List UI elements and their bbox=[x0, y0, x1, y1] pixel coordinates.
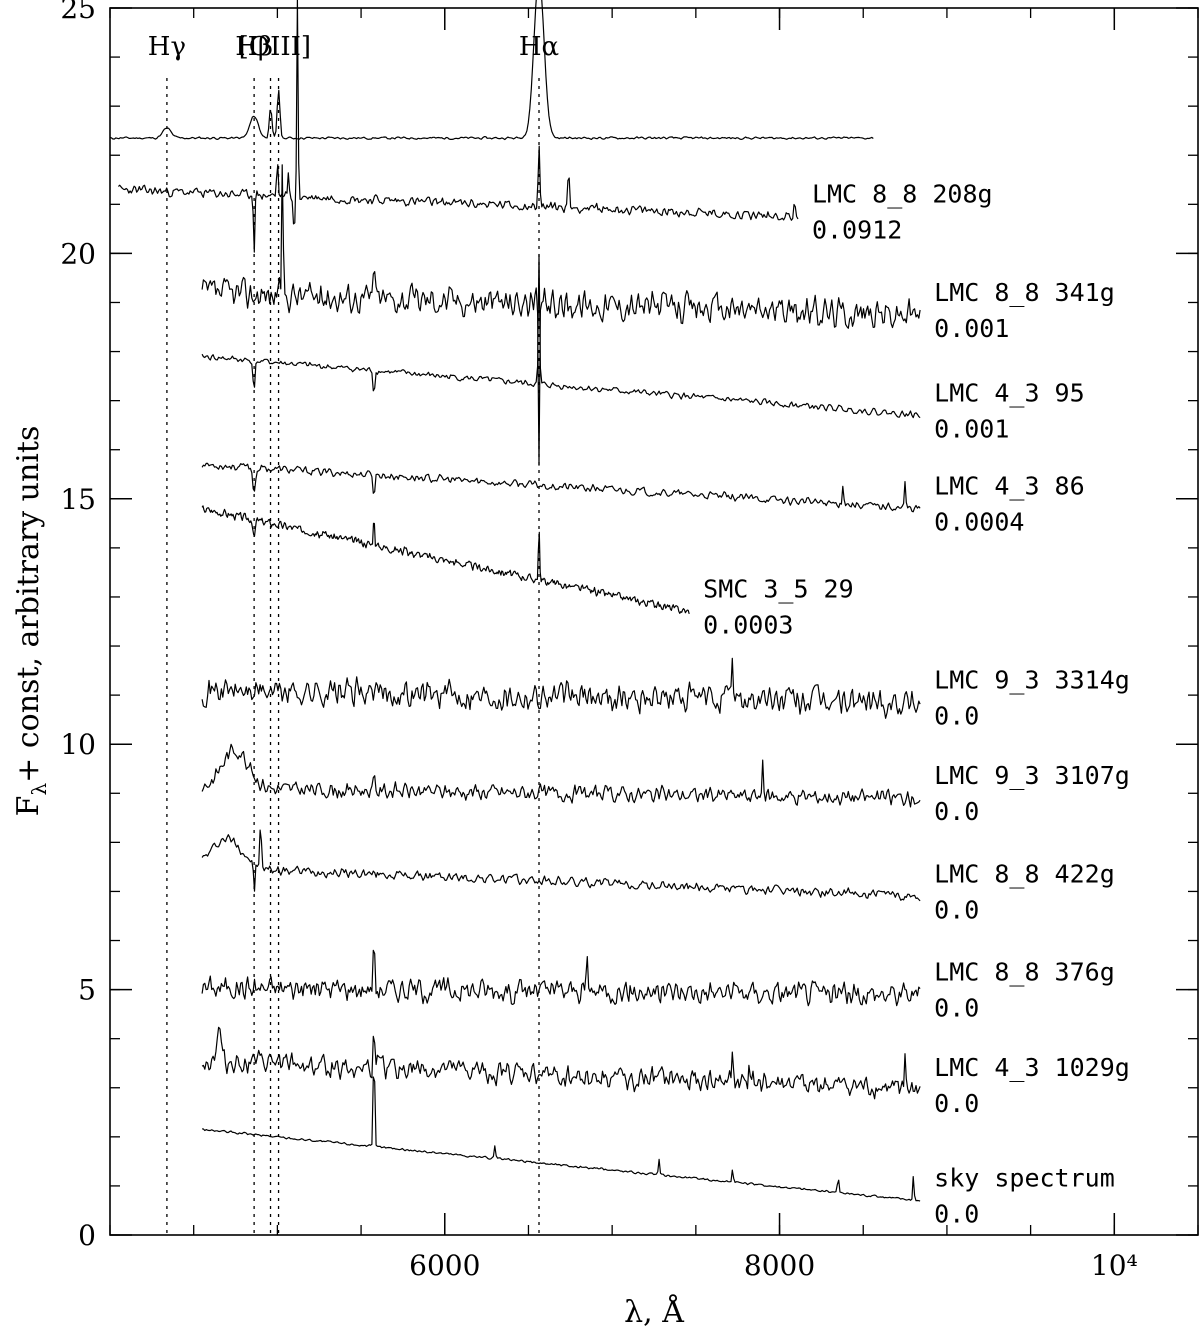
spectrum-line-8 bbox=[201, 829, 921, 902]
spectrum-labels: LMC 8_8 208g 0.0912 LMC 8_8 341g 0.001 LMC 4… bbox=[703, 180, 1130, 1229]
spectrum-name-label: LMC 9_3 3314g bbox=[934, 665, 1130, 694]
plot-frame bbox=[109, 7, 1199, 1236]
spectrum-line-0 bbox=[109, 0, 874, 141]
spectrum-line-9 bbox=[201, 949, 921, 1007]
spectrum-redshift-label: 0.0 bbox=[934, 1200, 979, 1229]
spectrum-redshift-label: 0.0 bbox=[934, 994, 979, 1023]
y-axis-title-main: F bbox=[11, 796, 46, 817]
y-tick-label: 0 bbox=[78, 1219, 96, 1252]
emission-line-label: Hγ bbox=[148, 32, 186, 62]
x-tick-label: 10⁴ bbox=[1091, 1249, 1138, 1282]
spectrum-line-6 bbox=[201, 657, 921, 719]
y-tick-label: 10 bbox=[60, 728, 96, 761]
x-tick-label: 6000 bbox=[409, 1249, 480, 1282]
spectrum-redshift-label: 0.0003 bbox=[703, 611, 793, 640]
spectrum-redshift-label: 0.0 bbox=[934, 895, 979, 924]
y-tick-label: 5 bbox=[78, 974, 96, 1007]
y-tick-label: 15 bbox=[60, 483, 96, 516]
spectrum-redshift-label: 0.001 bbox=[934, 314, 1009, 343]
spectrum-name-label: LMC 4_3 1029g bbox=[934, 1053, 1130, 1082]
y-axis-title: Fλ+ const, arbitrary units bbox=[11, 426, 51, 817]
y-tick-label: 25 bbox=[60, 0, 96, 25]
spectrum-redshift-label: 0.0912 bbox=[812, 216, 902, 245]
y-axis-title-rest: + const, arbitrary units bbox=[11, 426, 46, 783]
y-axis-title-subscript: λ bbox=[27, 783, 51, 796]
spectrum-name-label: LMC 4_3 86 bbox=[934, 472, 1085, 501]
spectrum-redshift-label: 0.0 bbox=[934, 701, 979, 730]
spectrum-name-label: LMC 8_8 208g bbox=[812, 180, 993, 209]
spectra-series bbox=[109, 0, 921, 1202]
axis-ticks: 6000 8000 10⁴ 0 5 10 15 20 25 bbox=[60, 0, 1199, 1282]
emission-line-label: Hα bbox=[519, 32, 559, 62]
spectrum-line-3 bbox=[201, 253, 921, 419]
spectrum-line-11 bbox=[202, 1076, 921, 1202]
spectrum-name-label: LMC 4_3 95 bbox=[934, 378, 1085, 407]
spectrum-name-label: LMC 9_3 3107g bbox=[934, 761, 1130, 790]
spectrum-line-1 bbox=[117, 0, 799, 253]
spectrum-name-label: LMC 8_8 341g bbox=[934, 278, 1115, 307]
spectrum-name-label: sky spectrum bbox=[934, 1164, 1115, 1193]
spectrum-line-7 bbox=[201, 743, 921, 808]
spectrum-name-label: SMC 3_5 29 bbox=[703, 575, 854, 604]
spectrum-name-label: LMC 8_8 376g bbox=[934, 958, 1115, 987]
spectrum-redshift-label: 0.001 bbox=[934, 414, 1009, 443]
y-tick-label: 20 bbox=[60, 237, 96, 270]
x-tick-label: 8000 bbox=[744, 1249, 815, 1282]
spectrum-line-5 bbox=[201, 505, 690, 615]
emission-line-label: Hβ bbox=[235, 32, 273, 62]
spectrum-redshift-label: 0.0 bbox=[934, 797, 979, 826]
spectrum-line-10 bbox=[201, 1026, 921, 1100]
emission-line-label: [OIII] bbox=[239, 32, 311, 62]
spectrum-redshift-label: 0.0 bbox=[934, 1089, 979, 1118]
spectrum-name-label: LMC 8_8 422g bbox=[934, 859, 1115, 888]
emission-line-markers: Hγ Hβ[OIII] Hα bbox=[148, 32, 559, 1235]
spectrum-line-2 bbox=[201, 164, 921, 466]
spectrum-line-4 bbox=[201, 462, 921, 513]
x-axis-title: λ, Å bbox=[624, 1294, 684, 1330]
spectrum-redshift-label: 0.0004 bbox=[934, 508, 1024, 537]
